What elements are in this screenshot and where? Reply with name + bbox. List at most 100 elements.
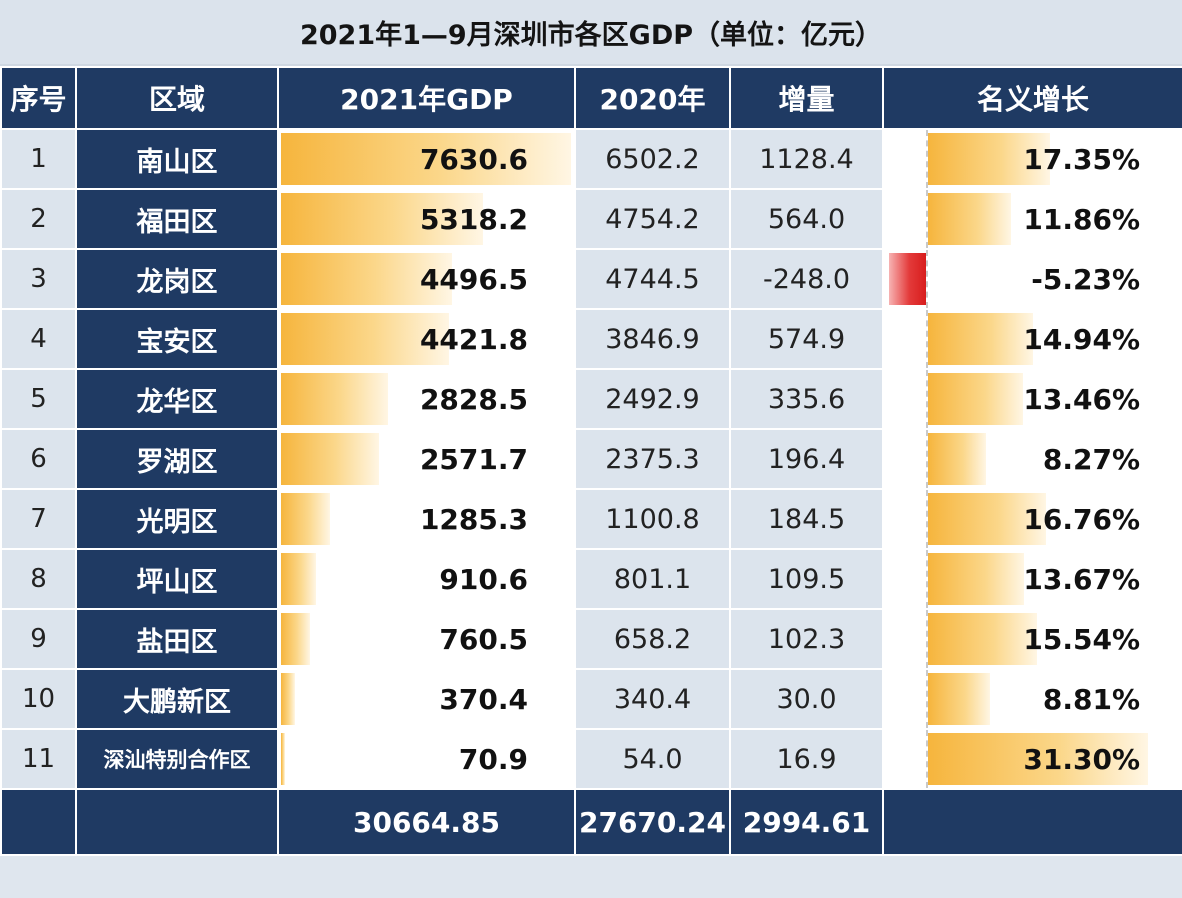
- header-row: 序号 区域 2021年GDP 2020年 增量 名义增长: [0, 66, 1182, 130]
- table-row: 9 盐田区 760.5 658.2 102.3 15.54%: [0, 608, 1182, 670]
- row-number: 7: [0, 488, 77, 550]
- table-row: 7 光明区 1285.3 1100.8 184.5 16.76%: [0, 488, 1182, 550]
- growth-cell: 13.67%: [882, 548, 1182, 610]
- growth-bar: [928, 493, 1046, 545]
- growth-cell: 8.81%: [882, 668, 1182, 730]
- increase-value: 30.0: [729, 668, 884, 730]
- district-name: 龙华区: [75, 368, 279, 430]
- growth-axis: [926, 611, 928, 667]
- growth-axis: [926, 311, 928, 367]
- growth-axis: [926, 251, 928, 307]
- table-title: 2021年1—9月深圳市各区GDP（单位：亿元）: [0, 0, 1182, 66]
- gdp2021-value: 2571.7: [419, 442, 528, 476]
- gdp2020-value: 340.4: [574, 668, 731, 730]
- growth-cell: 16.76%: [882, 488, 1182, 550]
- row-number: 8: [0, 548, 77, 610]
- gdp2021-cell: 910.6: [277, 548, 576, 610]
- gdp2021-value: 910.6: [439, 562, 528, 596]
- row-number: 3: [0, 248, 77, 310]
- total-increase: 2994.61: [729, 788, 884, 856]
- growth-value: 13.67%: [1023, 562, 1140, 596]
- gdp2021-value: 4496.5: [419, 262, 528, 296]
- growth-cell: 8.27%: [882, 428, 1182, 490]
- gdp2021-cell: 2828.5: [277, 368, 576, 430]
- growth-bar: [928, 373, 1023, 425]
- growth-bar: [928, 613, 1037, 665]
- gdp-bar: [281, 613, 310, 665]
- growth-cell: 15.54%: [882, 608, 1182, 670]
- increase-value: -248.0: [729, 248, 884, 310]
- growth-value: 14.94%: [1023, 322, 1140, 356]
- row-number: 11: [0, 728, 77, 790]
- gdp-bar: [281, 493, 330, 545]
- growth-value: 16.76%: [1023, 502, 1140, 536]
- increase-value: 184.5: [729, 488, 884, 550]
- gdp-bar: [281, 373, 388, 425]
- growth-bar: [928, 553, 1024, 605]
- gdp2021-cell: 1285.3: [277, 488, 576, 550]
- growth-value: 11.86%: [1023, 202, 1140, 236]
- growth-bar: [889, 253, 926, 305]
- table-row: 3 龙岗区 4496.5 4744.5 -248.0 -5.23%: [0, 248, 1182, 310]
- gdp-bar: [281, 433, 379, 485]
- district-name: 罗湖区: [75, 428, 279, 490]
- gdp-bar: [281, 673, 295, 725]
- growth-value: 13.46%: [1023, 382, 1140, 416]
- row-number: 2: [0, 188, 77, 250]
- district-name: 光明区: [75, 488, 279, 550]
- growth-bar: [928, 433, 986, 485]
- gdp2021-value: 760.5: [439, 622, 528, 656]
- increase-value: 196.4: [729, 428, 884, 490]
- header-increase: 增量: [729, 66, 884, 130]
- increase-value: 109.5: [729, 548, 884, 610]
- growth-axis: [926, 191, 928, 247]
- district-name: 坪山区: [75, 548, 279, 610]
- totals-row: 30664.85 27670.24 2994.61: [0, 788, 1182, 856]
- gdp2021-value: 5318.2: [419, 202, 528, 236]
- gdp2021-value: 2828.5: [419, 382, 528, 416]
- gdp2020-value: 1100.8: [574, 488, 731, 550]
- header-no: 序号: [0, 66, 77, 130]
- gdp-bar: [281, 253, 452, 305]
- table-row: 6 罗湖区 2571.7 2375.3 196.4 8.27%: [0, 428, 1182, 490]
- gdp-bar: [281, 133, 571, 185]
- gdp2020-value: 2492.9: [574, 368, 731, 430]
- growth-bar: [928, 313, 1033, 365]
- increase-value: 574.9: [729, 308, 884, 370]
- row-number: 5: [0, 368, 77, 430]
- growth-value: 15.54%: [1023, 622, 1140, 656]
- row-number: 6: [0, 428, 77, 490]
- growth-axis: [926, 551, 928, 607]
- header-district: 区域: [75, 66, 279, 130]
- gdp2021-cell: 2571.7: [277, 428, 576, 490]
- district-name: 南山区: [75, 128, 279, 190]
- growth-cell: 17.35%: [882, 128, 1182, 190]
- gdp-bar: [281, 733, 285, 785]
- gdp2021-cell: 4421.8: [277, 308, 576, 370]
- table-row: 4 宝安区 4421.8 3846.9 574.9 14.94%: [0, 308, 1182, 370]
- gdp2020-value: 6502.2: [574, 128, 731, 190]
- growth-cell: -5.23%: [882, 248, 1182, 310]
- growth-axis: [926, 131, 928, 187]
- growth-axis: [926, 731, 928, 787]
- gdp2020-value: 4754.2: [574, 188, 731, 250]
- gdp2021-cell: 760.5: [277, 608, 576, 670]
- gdp-bar: [281, 193, 483, 245]
- table-row: 1 南山区 7630.6 6502.2 1128.4 17.35%: [0, 128, 1182, 190]
- growth-bar: [928, 193, 1011, 245]
- gdp2020-value: 4744.5: [574, 248, 731, 310]
- gdp-table: 序号 区域 2021年GDP 2020年 增量 名义增长 1 南山区 7630.6 6…: [0, 66, 1182, 856]
- increase-value: 102.3: [729, 608, 884, 670]
- totals-blank: [882, 788, 1182, 856]
- district-name: 宝安区: [75, 308, 279, 370]
- growth-cell: 11.86%: [882, 188, 1182, 250]
- growth-axis: [926, 491, 928, 547]
- growth-bar: [928, 673, 990, 725]
- totals-blank: [0, 788, 77, 856]
- growth-axis: [926, 671, 928, 727]
- gdp2021-value: 1285.3: [419, 502, 528, 536]
- gdp2021-cell: 7630.6: [277, 128, 576, 190]
- district-name: 深汕特别合作区: [75, 728, 279, 790]
- row-number: 1: [0, 128, 77, 190]
- table-body: 1 南山区 7630.6 6502.2 1128.4 17.35% 2 福田区 5318.2 47…: [0, 128, 1182, 790]
